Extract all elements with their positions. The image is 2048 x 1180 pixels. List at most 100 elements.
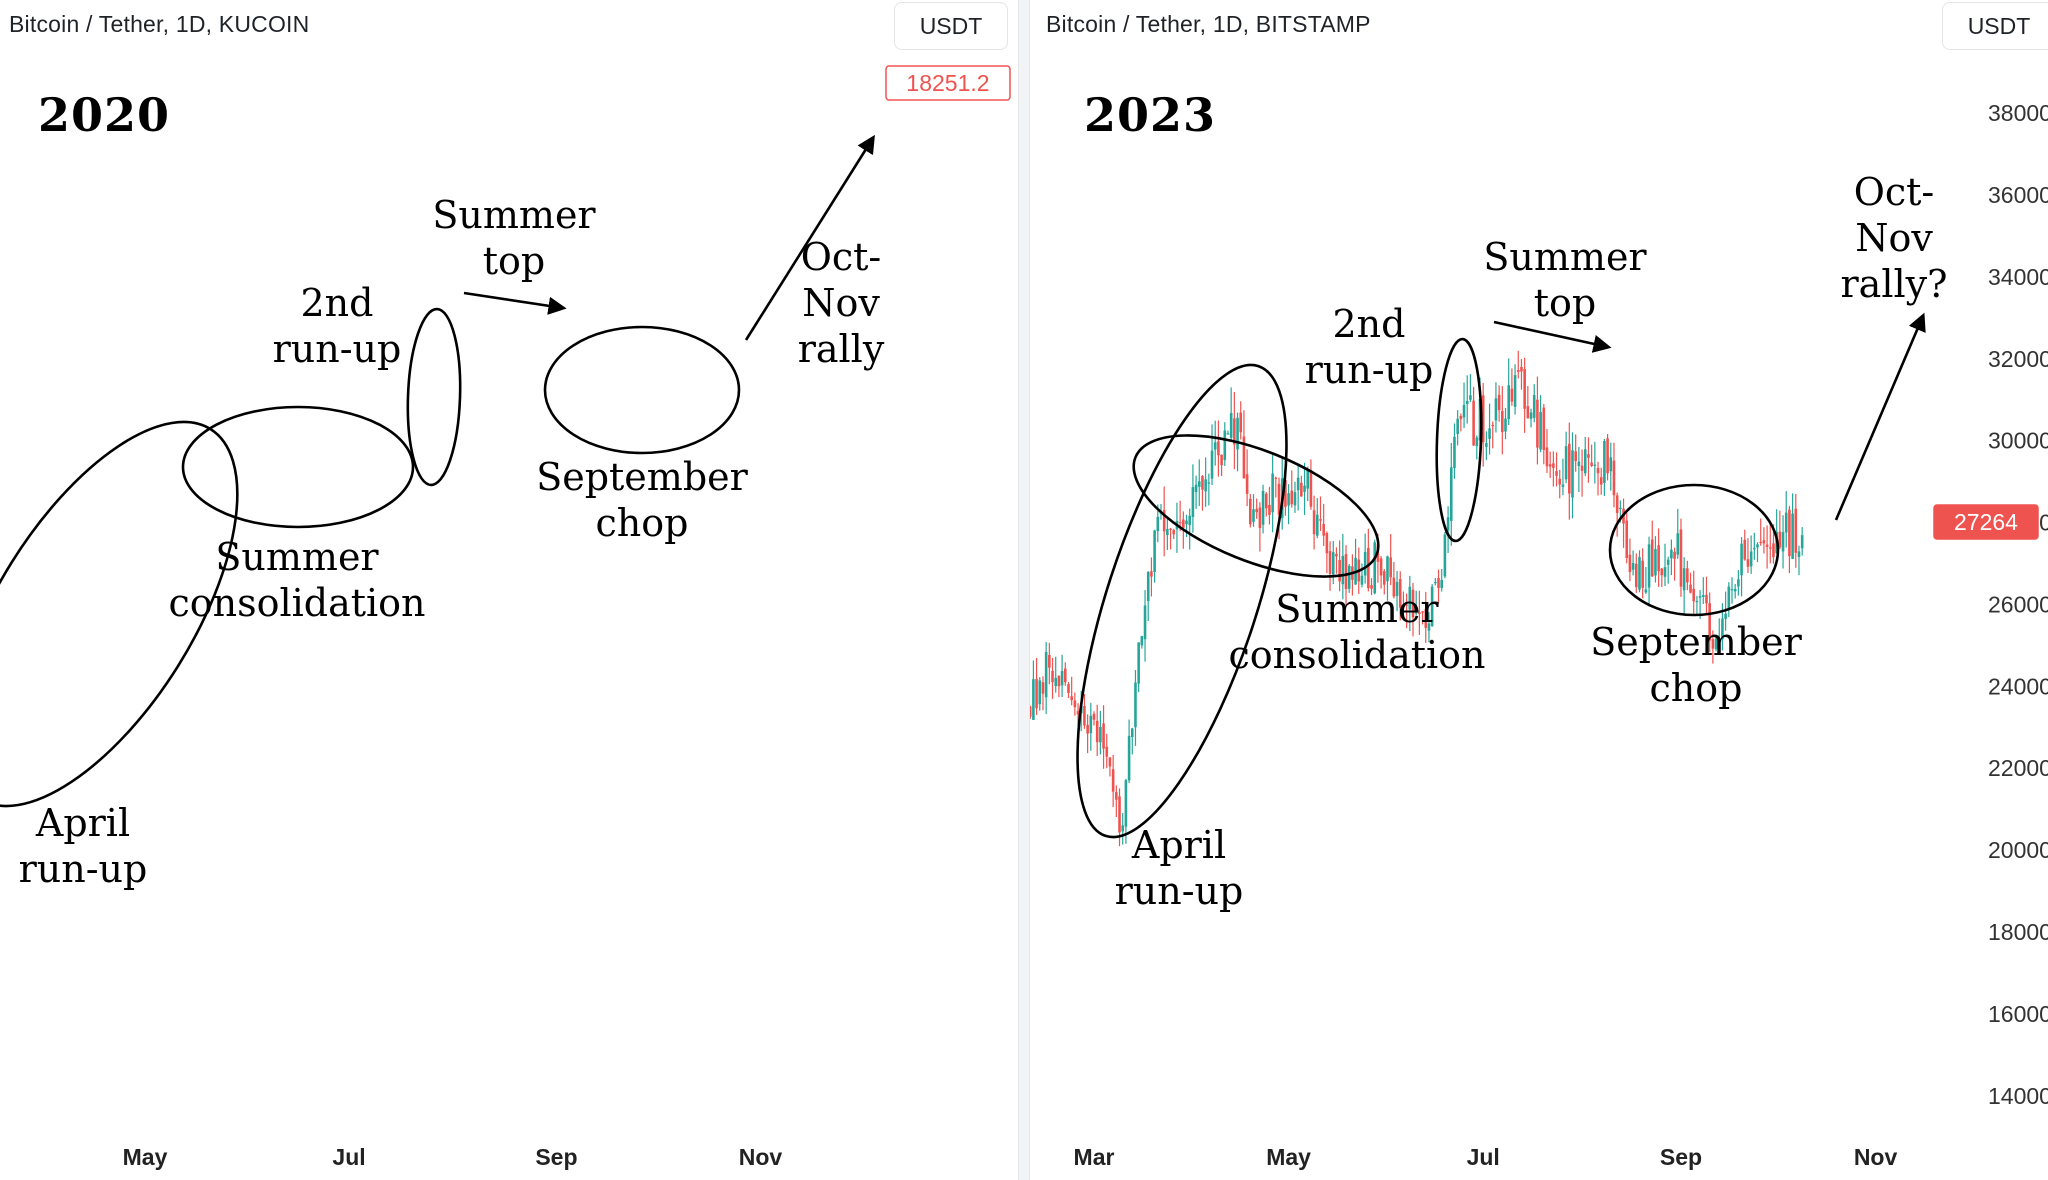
highlight-ellipse [1076,363,1288,839]
candle-body [1762,540,1766,544]
candle-body [1067,684,1070,693]
annotation-line: Oct- [801,235,882,279]
annotation-text: Oct-Nov rally? [1841,170,1948,306]
candle-body [1207,482,1211,484]
candle-body [1485,443,1488,447]
last-price-label: 18251.2 [906,70,989,96]
candle-body [1233,418,1236,445]
candle-body [1418,612,1421,614]
candle-body [1271,473,1274,513]
price-tick-label: 14000 [1988,1083,2048,1109]
candle-body [1341,555,1345,585]
price-tick-label: 30000 [1988,428,2048,454]
candle-body [1459,415,1463,420]
price-tick-label: 16000 [1988,1001,2048,1027]
candle-body [1497,394,1501,411]
candle-body [1523,369,1526,409]
candle-body [1229,413,1233,438]
price-tick-label: 24000 [1988,673,2048,699]
candle-body [1197,481,1201,487]
annotation-line: Summer [215,535,379,579]
candle-body [1146,571,1150,602]
candle-body [1644,589,1648,593]
annotation-line: Oct- [1854,170,1935,214]
time-tick-label: May [123,1144,168,1170]
candle-body [1606,438,1609,474]
panel-divider[interactable] [1018,0,1030,1180]
candle-body [1293,492,1297,506]
annotation-arrow [1834,312,1926,521]
last-price-label: 27264 [1954,509,2018,535]
candle-body [1529,412,1533,419]
symbol-title[interactable]: Bitcoin / Tether, 1D, KUCOIN [9,11,310,37]
candle-body [1309,469,1313,507]
price-tick-label: 26000 [1988,591,2048,617]
last-price-box [1933,504,2039,540]
candle-body [1325,533,1329,554]
price-tick-label: 32000 [1988,346,2048,372]
year-label: 2023 [1084,88,1217,142]
candle-body [1660,568,1664,576]
candle-body [1236,417,1239,450]
annotation-line: Nov [1855,216,1933,260]
chart-canvas-2020[interactable]: 3290.03650.04050.04550.05150.05750.06550… [0,0,1018,1180]
candle-body [1472,400,1475,446]
candle-body [1510,388,1514,402]
candle-body [1536,399,1539,448]
candle-body [1437,578,1440,589]
candle-body [1558,478,1562,485]
annotation-arrow [1493,320,1612,353]
candle-body [1258,507,1262,528]
candle-body [1268,504,1271,515]
annotation-line: run-up [1305,348,1434,392]
candle-body [1440,579,1444,588]
candle-body [1086,724,1089,734]
candle-body [1475,437,1479,447]
time-tick-label: Sep [535,1144,577,1170]
candle-body [1379,558,1383,576]
candle-body [1599,477,1603,485]
currency-button[interactable]: USDT [894,2,1008,50]
candle-body [1386,556,1389,582]
candle-body [1705,594,1708,604]
candle-body [1089,715,1093,734]
candle-body [1590,462,1593,466]
candle-body [1032,679,1035,720]
candle-body [1583,449,1587,474]
candle-body [1698,596,1702,598]
candle-body [1737,579,1740,587]
annotation-text: Summer consolidation [168,535,425,625]
candle-body [1641,560,1644,588]
chart-canvas-2023[interactable]: 1400016000180002000022000240002600028000… [1030,0,2048,1180]
candle-body [1041,682,1045,694]
candle-body [1143,605,1147,640]
candle-body [1711,639,1715,649]
candle-body [1363,552,1367,576]
candle-body [1587,454,1590,458]
time-tick-label: Mar [1074,1144,1115,1170]
currency-button[interactable]: USDT [1942,2,2048,50]
candle-body [1223,430,1227,460]
candle-body [1060,671,1064,686]
candle-body [1449,467,1453,521]
symbol-title[interactable]: Bitcoin / Tether, 1D, BITSTAMP [1046,11,1371,37]
candle-body [1182,519,1185,528]
candle-body [1520,366,1523,372]
annotation-line: run-up [19,847,148,891]
candle-body [1462,405,1466,418]
candle-body [1303,485,1306,492]
candle-body [1402,605,1405,607]
candle-body [1127,735,1131,781]
annotation-line: consolidation [1228,633,1485,677]
candle-body [1370,585,1373,589]
candle-body [1099,726,1102,743]
candle-body [1526,406,1530,419]
candle-body [1727,586,1731,610]
candle-body [1625,520,1629,558]
candle-body [1695,600,1699,603]
candle-body [1679,529,1683,587]
candle-body [1507,385,1510,420]
candle-body [1389,557,1392,578]
annotation-line: run-up [273,327,402,371]
candle-body [1328,551,1332,574]
